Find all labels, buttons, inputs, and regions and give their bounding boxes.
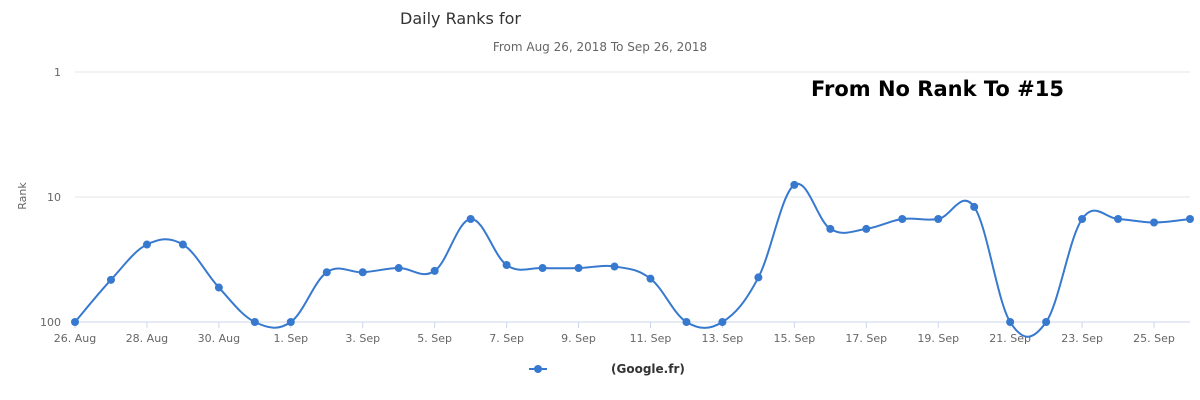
data-point[interactable]	[610, 262, 619, 271]
data-point[interactable]	[826, 224, 835, 233]
x-tick-label: 5. Sep	[417, 332, 452, 345]
data-point[interactable]	[502, 261, 511, 270]
data-point[interactable]	[178, 240, 187, 249]
data-point[interactable]	[718, 318, 727, 326]
data-point[interactable]	[71, 318, 79, 326]
gridlines	[75, 71, 1190, 323]
data-point[interactable]	[538, 264, 547, 273]
data-point[interactable]	[574, 264, 583, 273]
data-point[interactable]	[1042, 318, 1051, 326]
chart-subtitle: From Aug 26, 2018 To Sep 26, 2018	[493, 40, 707, 54]
data-point[interactable]	[286, 318, 295, 326]
x-tick-label: 1. Sep	[273, 332, 308, 345]
data-point[interactable]	[106, 275, 115, 284]
data-point[interactable]	[394, 264, 403, 273]
data-point[interactable]	[790, 180, 799, 189]
data-point[interactable]	[646, 274, 655, 283]
data-point[interactable]	[1186, 215, 1194, 224]
data-point[interactable]	[142, 240, 151, 249]
data-point[interactable]	[1150, 218, 1159, 227]
y-axis-ticks: 1 10 100	[40, 66, 61, 329]
y-tick-label: 100	[40, 316, 61, 329]
series-layer	[71, 180, 1194, 338]
y-tick-label: 1	[54, 66, 61, 79]
x-tick-label: 26. Aug	[54, 332, 96, 345]
y-tick-label: 10	[47, 191, 61, 204]
x-tick-label: 11. Sep	[630, 332, 672, 345]
x-tick-label: 28. Aug	[126, 332, 168, 345]
data-point[interactable]	[1114, 215, 1123, 224]
legend[interactable]: (Google.fr)	[529, 362, 685, 376]
data-point[interactable]	[358, 268, 367, 277]
data-point[interactable]	[1078, 215, 1087, 224]
x-tick-label: 23. Sep	[1061, 332, 1103, 345]
x-tick-label: 21. Sep	[989, 332, 1031, 345]
data-point[interactable]	[250, 318, 259, 326]
x-tick-label: 19. Sep	[917, 332, 959, 345]
x-tick-label: 30. Aug	[198, 332, 240, 345]
x-tick-label: 25. Sep	[1133, 332, 1175, 345]
data-point[interactable]	[430, 266, 439, 275]
data-point[interactable]	[682, 318, 691, 326]
data-point[interactable]	[754, 273, 763, 282]
x-tick-label: 15. Sep	[773, 332, 815, 345]
legend-marker	[534, 365, 542, 373]
y-axis-title: Rank	[16, 182, 29, 210]
x-axis-ticks: 26. Aug 28. Aug 30. Aug 1. Sep 3. Sep 5. Sep 7…	[54, 322, 1175, 345]
legend-label: (Google.fr)	[611, 362, 685, 376]
chart-annotation: From No Rank To #15	[811, 77, 1064, 101]
x-tick-label: 13. Sep	[702, 332, 744, 345]
data-point[interactable]	[898, 215, 907, 224]
data-point[interactable]	[466, 215, 475, 224]
chart-title: Daily Ranks for	[400, 9, 521, 28]
x-tick-label: 7. Sep	[489, 332, 524, 345]
data-point[interactable]	[1006, 318, 1015, 326]
x-tick-label: 9. Sep	[561, 332, 596, 345]
data-point[interactable]	[214, 283, 223, 292]
data-point[interactable]	[934, 215, 943, 224]
x-tick-label: 3. Sep	[345, 332, 380, 345]
data-point[interactable]	[322, 268, 331, 277]
data-point[interactable]	[970, 202, 979, 211]
series-line	[74, 182, 1191, 338]
data-point[interactable]	[862, 224, 871, 233]
x-tick-label: 17. Sep	[845, 332, 887, 345]
